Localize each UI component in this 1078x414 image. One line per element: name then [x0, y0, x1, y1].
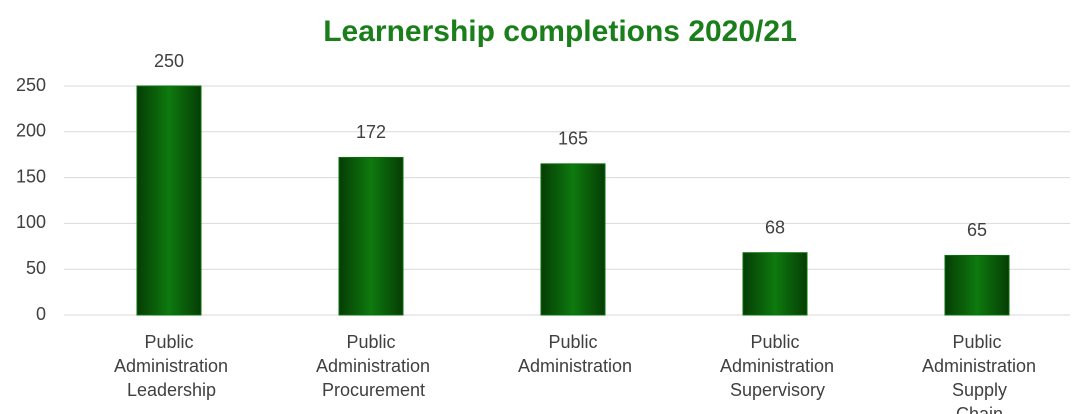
y-tick-label: 250 — [16, 75, 46, 95]
bar — [136, 85, 202, 316]
bar — [742, 252, 808, 316]
y-tick-label: 100 — [16, 212, 46, 232]
bar — [540, 163, 606, 316]
y-tick-label: 50 — [26, 258, 46, 278]
data-label: 172 — [356, 122, 386, 142]
bar — [944, 254, 1010, 316]
x-tick-label: Public Administration Leadership — [110, 332, 228, 400]
chart-title: Learnership completions 2020/21 — [323, 15, 797, 48]
y-tick-label: 200 — [16, 121, 46, 141]
bar — [338, 156, 404, 316]
x-tick-label: Public Administration Supply Chain — [918, 332, 1036, 414]
data-label: 65 — [967, 220, 987, 240]
data-label: 68 — [765, 217, 785, 237]
x-tick-label: Public Administration Procurement — [312, 332, 430, 400]
y-tick-label: 150 — [16, 166, 46, 186]
x-tick-label: Public Administration — [514, 332, 632, 376]
data-label: 165 — [558, 129, 588, 149]
data-label: 250 — [154, 51, 184, 71]
y-tick-label: 0 — [36, 304, 46, 324]
x-tick-label: Public Administration Supervisory — [716, 332, 834, 400]
